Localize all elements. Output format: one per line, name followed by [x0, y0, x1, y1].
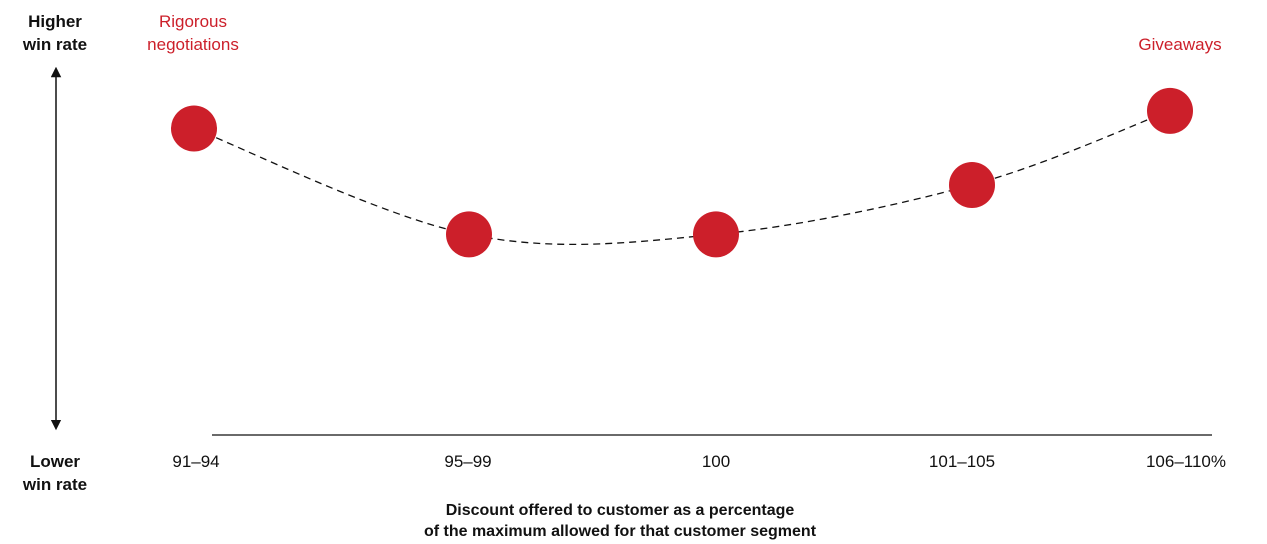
trend-curve — [193, 110, 1171, 246]
x-tick-label: 95–99 — [444, 452, 492, 471]
x-tick-label: 100 — [701, 452, 731, 471]
data-point-106-110 — [1147, 87, 1193, 134]
y-axis-bottom-label: Lower win rate — [22, 452, 88, 494]
data-points — [171, 87, 1193, 258]
data-point-91-94 — [171, 105, 217, 152]
x-tick-label: 106–110% — [1145, 452, 1227, 471]
data-point-95-99 — [446, 211, 492, 258]
annotation-rigorous-negotiations: Rigorous negotiations — [147, 12, 239, 54]
x-tick-label: 91–94 — [172, 452, 220, 471]
x-axis-title: Discount offered to customer as a percen… — [423, 502, 817, 540]
y-axis-top-label: Higher win rate — [22, 12, 88, 54]
data-point-101-105 — [949, 161, 995, 208]
annotation-giveaways: Giveaways — [1138, 35, 1222, 54]
x-tick-label: 101–105 — [928, 452, 996, 471]
data-point-100 — [693, 211, 739, 258]
